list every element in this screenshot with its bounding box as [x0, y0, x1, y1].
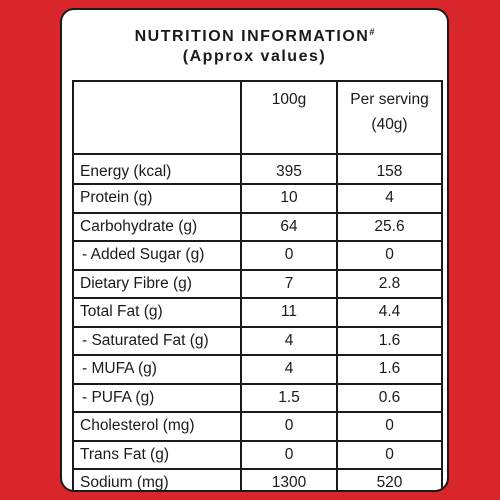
table-row: - Saturated Fat (g) 4 1.6 — [72, 325, 443, 356]
header-blank-cell — [72, 80, 242, 155]
table-row: Dietary Fibre (g) 7 2.8 — [72, 268, 443, 299]
header-per-100g-text: 100g — [271, 91, 307, 108]
value-per-serving: 0 — [336, 439, 443, 470]
value-per-serving: 520 — [336, 468, 443, 490]
value-per-serving: 0 — [336, 240, 443, 271]
nutrient-name: Carbohydrate (g) — [72, 211, 242, 242]
nutrient-name: Cholesterol (mg) — [72, 411, 242, 442]
nutrition-table: 100g Per serving (40g) Energy (kcal) 395 15… — [72, 80, 443, 490]
value-per-100g: 0 — [240, 240, 338, 271]
value-per-serving: 2.8 — [336, 268, 443, 299]
label-title: NUTRITION INFORMATION# — [62, 22, 447, 47]
header-per-100g: 100g — [240, 80, 338, 155]
table-row: Protein (g) 10 4 — [72, 183, 443, 214]
value-per-serving: 0 — [336, 411, 443, 442]
value-per-serving: 1.6 — [336, 354, 443, 385]
label-title-text: NUTRITION INFORMATION — [134, 28, 370, 45]
value-per-100g: 11 — [240, 297, 338, 328]
label-heading: NUTRITION INFORMATION# (Approx values) — [62, 22, 447, 67]
nutrient-name: - Saturated Fat (g) — [72, 325, 242, 356]
value-per-serving: 1.6 — [336, 325, 443, 356]
table-row: - PUFA (g) 1.5 0.6 — [72, 382, 443, 413]
table-row: Total Fat (g) 11 4.4 — [72, 297, 443, 328]
value-per-100g: 10 — [240, 183, 338, 214]
value-per-serving: 25.6 — [336, 211, 443, 242]
value-per-serving: 0.6 — [336, 382, 443, 413]
value-per-100g: 4 — [240, 325, 338, 356]
nutrient-name: Total Fat (g) — [72, 297, 242, 328]
value-per-100g: 0 — [240, 439, 338, 470]
value-per-100g: 64 — [240, 211, 338, 242]
header-per-serving: Per serving (40g) — [336, 80, 443, 155]
value-per-100g: 395 — [240, 153, 338, 185]
table-row: - Added Sugar (g) 0 0 — [72, 240, 443, 271]
nutrient-name: Protein (g) — [72, 183, 242, 214]
table-row: Energy (kcal) 395 158 — [72, 153, 443, 185]
header-per-serving-line2: (40g) — [371, 116, 408, 133]
nutrient-name: - Added Sugar (g) — [72, 240, 242, 271]
value-per-100g: 0 — [240, 411, 338, 442]
value-per-100g: 1300 — [240, 468, 338, 490]
value-per-100g: 4 — [240, 354, 338, 385]
table-body: Energy (kcal) 395 158 Protein (g) 10 4 Carbohy… — [72, 153, 443, 490]
nutrient-name: - MUFA (g) — [72, 354, 242, 385]
nutrient-name: Trans Fat (g) — [72, 439, 242, 470]
table-row: Carbohydrate (g) 64 25.6 — [72, 211, 443, 242]
nutrient-name: Sodium (mg) — [72, 468, 242, 490]
value-per-serving: 4.4 — [336, 297, 443, 328]
value-per-serving: 158 — [336, 153, 443, 185]
header-per-serving-line1: Per serving — [350, 91, 429, 108]
value-per-100g: 7 — [240, 268, 338, 299]
nutrient-name: - PUFA (g) — [72, 382, 242, 413]
table-row: - MUFA (g) 4 1.6 — [72, 354, 443, 385]
label-subtitle: (Approx values) — [182, 48, 327, 65]
table-row: Cholesterol (mg) 0 0 — [72, 411, 443, 442]
value-per-serving: 4 — [336, 183, 443, 214]
table-header-row: 100g Per serving (40g) — [72, 80, 443, 155]
nutrient-name: Energy (kcal) — [72, 153, 242, 185]
table-row: Trans Fat (g) 0 0 — [72, 439, 443, 470]
label-title-mark: # — [369, 27, 375, 37]
table-row: Sodium (mg) 1300 520 — [72, 468, 443, 490]
nutrient-name: Dietary Fibre (g) — [72, 268, 242, 299]
value-per-100g: 1.5 — [240, 382, 338, 413]
nutrition-label: NUTRITION INFORMATION# (Approx values) 1… — [60, 8, 449, 492]
